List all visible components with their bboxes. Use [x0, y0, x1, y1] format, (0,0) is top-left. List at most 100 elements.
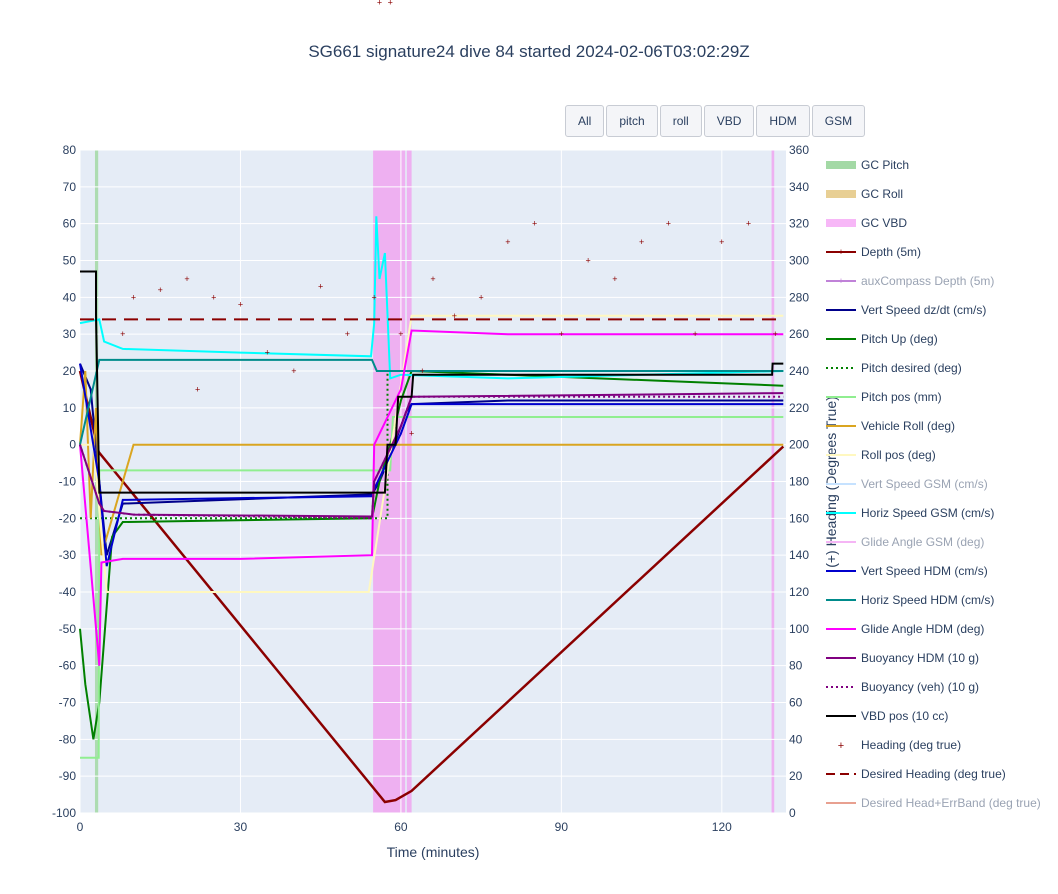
legend-item-horiz-speed-hdm-cm-s[interactable]: Horiz Speed HDM (cm/s)	[826, 585, 1041, 614]
legend-item-buoyancy-veh-10-g[interactable]: Buoyancy (veh) (10 g)	[826, 672, 1041, 701]
legend-swatch	[826, 160, 856, 169]
y-right-tick-label: 340	[789, 180, 809, 194]
filter-button-all[interactable]: All	[565, 105, 605, 137]
legend-label: auxCompass Depth (5m)	[861, 273, 995, 288]
legend-item-gc-pitch[interactable]: GC Pitch	[826, 150, 1041, 179]
y-left-tick-label: -60	[59, 659, 77, 673]
x-tick-label: 120	[712, 820, 732, 834]
legend-swatch	[826, 424, 856, 427]
filter-button-gsm[interactable]: GSM	[811, 105, 866, 137]
legend-label: Desired Head+ErrBand (deg true)	[861, 795, 1041, 810]
filter-button-pitch[interactable]: pitch	[606, 105, 658, 137]
legend-swatch	[826, 395, 856, 398]
filter-button-hdm[interactable]: HDM	[756, 105, 810, 137]
legend-swatch	[826, 685, 856, 688]
heading-point: +	[409, 429, 414, 439]
y-left-tick-label: 0	[69, 438, 76, 452]
filter-button-roll[interactable]: roll	[659, 105, 702, 137]
legend-item-vehicle-roll-deg[interactable]: Vehicle Roll (deg)	[826, 411, 1041, 440]
legend-item-gc-roll[interactable]: GC Roll	[826, 179, 1041, 208]
legend-swatch	[826, 189, 856, 198]
legend-item-roll-pos-deg[interactable]: Roll pos (deg)	[826, 440, 1041, 469]
y-right-tick-label: 0	[789, 806, 796, 820]
y-right-tick-label: 200	[789, 438, 809, 452]
y-right-tick-label: 100	[789, 622, 809, 636]
heading-point: +	[612, 274, 617, 284]
heading-point: +	[238, 300, 243, 310]
legend-item-vert-speed-dz-dt-cm-s[interactable]: Vert Speed dz/dt (cm/s)	[826, 295, 1041, 324]
legend-label: GC Roll	[861, 186, 904, 201]
legend-item-desired-heading-deg-true[interactable]: Desired Heading (deg true)	[826, 759, 1041, 788]
legend-item-auxcompass-depth-5m[interactable]: + auxCompass Depth (5m)	[826, 266, 1041, 295]
legend-item-pitch-up-deg[interactable]: Pitch Up (deg)	[826, 324, 1041, 353]
y-left-tick-label: -100	[52, 806, 76, 820]
y-right-tick-label: 40	[789, 732, 803, 746]
y-left-tick-label: 60	[63, 217, 77, 231]
legend-label: Roll pos (deg)	[861, 447, 936, 462]
legend-label: Horiz Speed HDM (cm/s)	[861, 592, 995, 607]
legend-label: Buoyancy (veh) (10 g)	[861, 679, 980, 694]
y-right-tick-label: 260	[789, 327, 809, 341]
heading-point: +	[559, 329, 564, 339]
heading-point: +	[345, 329, 350, 339]
y-right-tick-label: 180	[789, 475, 809, 489]
legend-swatch	[826, 627, 856, 630]
heading-point: +	[746, 219, 751, 229]
y-right-tick-label: 140	[789, 548, 809, 562]
legend-item-pitch-pos-mm[interactable]: Pitch pos (mm)	[826, 382, 1041, 411]
legend-item-depth-5m[interactable]: + Depth (5m)	[826, 237, 1041, 266]
legend-item-heading-deg-true[interactable]: + Heading (deg true)	[826, 730, 1041, 759]
series-vert-speed-hdm-cm-s	[79, 363, 784, 567]
legend: GC Pitch GC Roll GC VBD + Depth (5m) + auxComp…	[826, 150, 1041, 817]
legend-swatch	[826, 714, 856, 717]
y-right-axis-label: (+) Heading (Degrees True)	[823, 396, 839, 568]
y-left-tick-label: 40	[63, 290, 77, 304]
series-group: +++++++++++++++++++++++++++++++++++++	[78, 0, 785, 804]
y-left-tick-label: 30	[63, 327, 77, 341]
y-left-tick-label: 80	[63, 143, 77, 157]
legend-label: Glide Angle HDM (deg)	[861, 621, 985, 636]
legend-item-vert-speed-gsm-cm-s[interactable]: Vert Speed GSM (cm/s)	[826, 469, 1041, 498]
legend-item-pitch-desired-deg[interactable]: Pitch desired (deg)	[826, 353, 1041, 382]
legend-label: GC VBD	[861, 215, 908, 230]
series-horiz-speed-gsm-cm-s	[79, 216, 784, 380]
legend-item-glide-angle-gsm-deg[interactable]: Glide Angle GSM (deg)	[826, 527, 1041, 556]
legend-item-vert-speed-hdm-cm-s[interactable]: Vert Speed HDM (cm/s)	[826, 556, 1041, 585]
legend-item-glide-angle-hdm-deg[interactable]: Glide Angle HDM (deg)	[826, 614, 1041, 643]
legend-swatch	[826, 218, 856, 227]
legend-item-vbd-pos-10-cc[interactable]: VBD pos (10 cc)	[826, 701, 1041, 730]
y-left-tick-label: 50	[63, 254, 77, 268]
y-right-tick-label: 120	[789, 585, 809, 599]
legend-item-horiz-speed-gsm-cm-s[interactable]: Horiz Speed GSM (cm/s)	[826, 498, 1041, 527]
heading-point: +	[452, 311, 457, 321]
heading-point: +	[666, 219, 671, 229]
series-heading-deg-true: +++++++++++++++++++++++++++++++++++++	[120, 0, 778, 439]
y-right-tick-label: 220	[789, 401, 809, 415]
legend-item-buoyancy-hdm-10-g[interactable]: Buoyancy HDM (10 g)	[826, 643, 1041, 672]
legend-item-desired-head-errband-deg-true[interactable]: Desired Head+ErrBand (deg true)	[826, 788, 1041, 817]
heading-point: +	[120, 329, 125, 339]
x-tick-label: 30	[234, 820, 248, 834]
series-glide-angle-hdm-deg	[79, 329, 784, 666]
heading-point: +	[719, 237, 724, 247]
svg-text:+: +	[838, 276, 843, 286]
heading-point: +	[131, 292, 136, 302]
legend-label: Buoyancy HDM (10 g)	[861, 650, 980, 665]
chart-title: SG661 signature24 dive 84 started 2024-0…	[308, 42, 749, 61]
y-right-tick-label: 280	[789, 290, 809, 304]
heading-point: +	[773, 329, 778, 339]
y-right-tick-label: 160	[789, 511, 809, 525]
y-right-tick-label: 300	[789, 254, 809, 268]
legend-label: VBD pos (10 cc)	[861, 708, 949, 723]
heading-point: +	[184, 274, 189, 284]
legend-item-gc-vbd[interactable]: GC VBD	[826, 208, 1041, 237]
filter-button-vbd[interactable]: VBD	[703, 105, 755, 137]
heading-point: +	[372, 292, 377, 302]
heading-point: +	[318, 281, 323, 291]
y-right-tick-label: 60	[789, 696, 803, 710]
heading-point: +	[195, 384, 200, 394]
legend-swatch	[826, 337, 856, 340]
legend-label: Heading (deg true)	[861, 737, 962, 752]
heading-point: +	[291, 366, 296, 376]
y-left-tick-label: -20	[59, 511, 77, 525]
